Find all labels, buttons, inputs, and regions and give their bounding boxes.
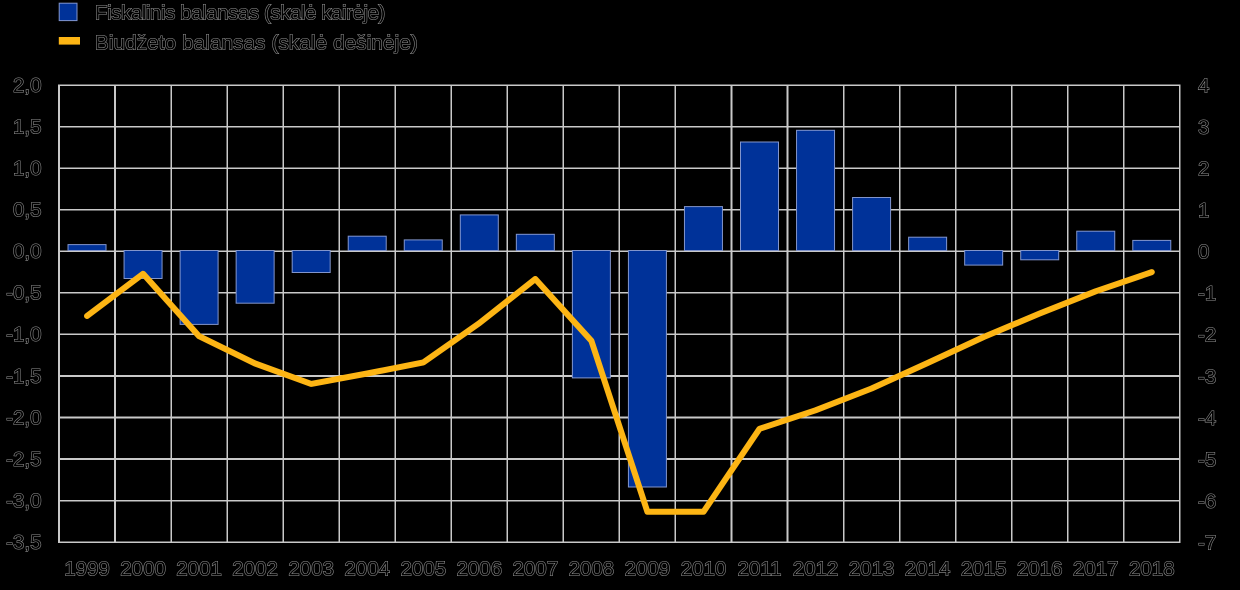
svg-text:-5: -5 — [1198, 448, 1216, 471]
svg-text:1,5: 1,5 — [13, 116, 42, 139]
svg-text:2018: 2018 — [1129, 558, 1175, 581]
svg-text:-7: -7 — [1198, 531, 1216, 554]
svg-text:2013: 2013 — [849, 558, 895, 581]
svg-text:-2,5: -2,5 — [6, 448, 41, 471]
svg-text:-2,0: -2,0 — [6, 406, 41, 429]
svg-text:2: 2 — [1198, 158, 1209, 181]
svg-text:4: 4 — [1198, 75, 1209, 98]
svg-text:2017: 2017 — [1073, 558, 1119, 581]
svg-text:2007: 2007 — [512, 558, 558, 581]
svg-text:2006: 2006 — [456, 558, 502, 581]
svg-text:2016: 2016 — [1017, 558, 1063, 581]
svg-text:2015: 2015 — [961, 558, 1007, 581]
svg-text:-0,5: -0,5 — [6, 282, 41, 305]
svg-text:-1,5: -1,5 — [6, 365, 41, 388]
svg-text:1,0: 1,0 — [13, 157, 42, 180]
svg-text:2003: 2003 — [288, 558, 334, 581]
svg-text:3: 3 — [1198, 116, 1209, 139]
svg-text:-1,0: -1,0 — [6, 323, 41, 346]
svg-text:Fiskalinis balansas (skalė kai: Fiskalinis balansas (skalė kairėje) — [95, 2, 385, 25]
svg-text:-1: -1 — [1198, 282, 1216, 305]
svg-text:2000: 2000 — [120, 558, 166, 581]
svg-text:1: 1 — [1198, 199, 1209, 222]
svg-text:2014: 2014 — [905, 558, 951, 581]
svg-text:2009: 2009 — [625, 558, 671, 581]
svg-text:Biudžeto balansas (skalė dešin: Biudžeto balansas (skalė dešinėje) — [95, 32, 418, 55]
svg-text:-3: -3 — [1198, 365, 1216, 388]
svg-text:2002: 2002 — [232, 558, 278, 581]
svg-text:0,0: 0,0 — [13, 240, 42, 263]
svg-text:2010: 2010 — [681, 558, 727, 581]
svg-text:2005: 2005 — [400, 558, 446, 581]
svg-text:2008: 2008 — [569, 558, 615, 581]
svg-text:-3,5: -3,5 — [6, 531, 41, 554]
svg-text:0,5: 0,5 — [13, 199, 42, 222]
svg-text:-4: -4 — [1198, 407, 1216, 430]
svg-text:2,0: 2,0 — [13, 74, 42, 97]
svg-text:-6: -6 — [1198, 490, 1216, 513]
svg-text:2011: 2011 — [737, 558, 781, 581]
svg-text:2004: 2004 — [344, 558, 390, 581]
svg-text:2012: 2012 — [793, 558, 839, 581]
svg-text:1999: 1999 — [64, 558, 110, 581]
svg-text:2001: 2001 — [176, 558, 222, 581]
svg-text:-2: -2 — [1198, 324, 1216, 347]
svg-text:0: 0 — [1198, 241, 1209, 264]
svg-text:-3,0: -3,0 — [6, 489, 41, 512]
